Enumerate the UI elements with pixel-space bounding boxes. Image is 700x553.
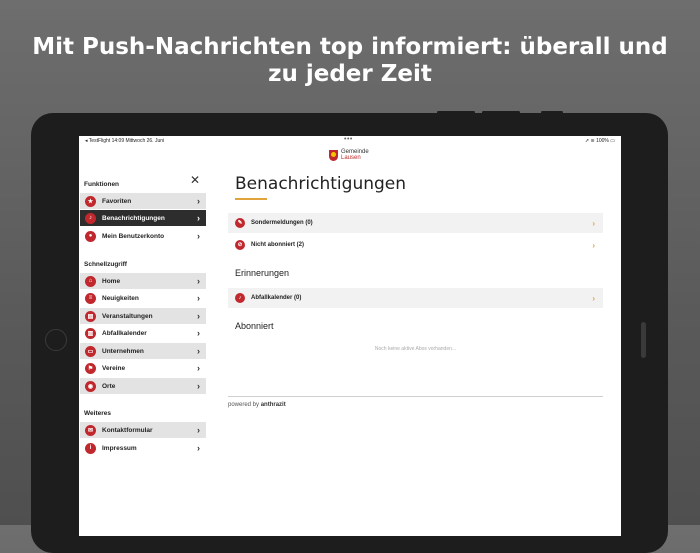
trash-icon: ▥ bbox=[85, 327, 96, 339]
sidebar-item-favoriten[interactable]: ★ Favoriten › bbox=[80, 193, 206, 209]
home-icon: ⌂ bbox=[85, 275, 96, 287]
sidebar-item-label: Neuigkeiten bbox=[102, 294, 139, 302]
chevron-right-icon: › bbox=[197, 425, 200, 435]
chevron-right-icon: › bbox=[197, 381, 200, 391]
mail-icon: ✉ bbox=[85, 424, 96, 436]
sidebar-item-home[interactable]: ⌂ Home › bbox=[80, 273, 206, 289]
user-icon: ● bbox=[85, 230, 96, 242]
sidebar-item-veranstaltungen[interactable]: ▤ Veranstaltungen › bbox=[80, 308, 206, 324]
sidebar-item-label: Benachrichtigungen bbox=[102, 214, 165, 222]
map-pin-icon: ◉ bbox=[85, 380, 96, 392]
home-button bbox=[45, 329, 67, 351]
sidebar-item-label: Veranstaltungen bbox=[102, 312, 153, 320]
sidebar-item-abfallkalender[interactable]: ▥ Abfallkalender › bbox=[80, 325, 206, 341]
row-label: Sondermeldungen (0) bbox=[251, 220, 313, 226]
device-top-button bbox=[541, 111, 563, 114]
notification-row-sondermeldungen[interactable]: ✎ Sondermeldungen (0) › bbox=[228, 213, 603, 233]
powered-prefix: powered by bbox=[228, 402, 260, 408]
side-button bbox=[641, 322, 646, 358]
sidebar-item-benachrichtigungen[interactable]: ♪ Benachrichtigungen › bbox=[80, 210, 206, 226]
row-label: Nicht abonniert (2) bbox=[251, 242, 305, 248]
info-icon: i bbox=[85, 442, 96, 454]
chevron-right-icon: › bbox=[197, 328, 200, 338]
sidebar-item-kontaktformular[interactable]: ✉ Kontaktformular › bbox=[80, 422, 206, 438]
chevron-right-icon: › bbox=[197, 311, 200, 321]
close-icon[interactable]: ✕ bbox=[190, 173, 201, 187]
sidebar-item-label: Home bbox=[102, 277, 121, 285]
row-label: Abfallkalender (0) bbox=[251, 295, 302, 301]
chevron-right-icon: › bbox=[592, 240, 595, 250]
title-underline bbox=[235, 198, 267, 200]
device-top-button bbox=[482, 111, 520, 114]
brand-line-2: Lausen bbox=[341, 155, 361, 161]
brand-logo[interactable]: Gemeinde Lausen bbox=[329, 149, 369, 161]
chevron-right-icon: › bbox=[197, 213, 200, 223]
sidebar-item-label: Vereine bbox=[102, 364, 126, 372]
chevron-right-icon: › bbox=[197, 443, 200, 453]
sidebar-item-label: Kontaktformular bbox=[102, 426, 153, 434]
app-screen: ◂ TestFlight 14:09 Mittwoch 26. Juni •••… bbox=[79, 136, 621, 536]
status-bar: ◂ TestFlight 14:09 Mittwoch 26. Juni •••… bbox=[79, 136, 621, 146]
calendar-icon: ▤ bbox=[85, 310, 96, 322]
page-title: Benachrichtigungen bbox=[235, 174, 407, 194]
sidebar-item-label: Mein Benutzerkonto bbox=[102, 232, 165, 240]
sidebar-item-label: Abfallkalender bbox=[102, 329, 147, 337]
building-icon: ▭ bbox=[85, 345, 96, 357]
chevron-right-icon: › bbox=[197, 363, 200, 373]
section-title-funktionen: Funktionen bbox=[84, 181, 120, 188]
bell-off-icon: ⊘ bbox=[235, 240, 245, 250]
chevron-right-icon: › bbox=[592, 218, 595, 228]
headline-line-1: Mit Push-Nachrichten top informiert: übe… bbox=[32, 34, 668, 60]
section-title-erinnerungen: Erinnerungen bbox=[235, 268, 290, 278]
chevron-right-icon: › bbox=[197, 293, 200, 303]
sidebar-item-impressum[interactable]: i Impressum › bbox=[80, 440, 206, 456]
powered-by[interactable]: powered by anthrazit bbox=[228, 402, 286, 408]
multitask-dots-icon[interactable]: ••• bbox=[344, 136, 353, 143]
brand-line-1: Gemeinde bbox=[341, 149, 369, 155]
notification-row-nicht-abonniert[interactable]: ⊘ Nicht abonniert (2) › bbox=[228, 235, 603, 255]
sidebar-item-label: Unternehmen bbox=[102, 347, 144, 355]
sidebar-item-orte[interactable]: ◉ Orte › bbox=[80, 378, 206, 394]
empty-state-text: Noch keine aktive Abos vorhanden... bbox=[374, 346, 457, 352]
device-top-button bbox=[437, 111, 475, 114]
divider bbox=[228, 396, 603, 397]
bell-icon: ♪ bbox=[85, 212, 96, 224]
megaphone-icon: ✎ bbox=[235, 218, 245, 228]
reminder-row-abfallkalender[interactable]: ♪ Abfallkalender (0) › bbox=[228, 288, 603, 308]
crest-icon bbox=[329, 149, 338, 161]
bell-icon: ♪ bbox=[235, 293, 245, 303]
sidebar-item-benutzerkonto[interactable]: ● Mein Benutzerkonto › bbox=[80, 228, 206, 244]
section-title-abonniert: Abonniert bbox=[235, 321, 274, 331]
chevron-right-icon: › bbox=[197, 276, 200, 286]
sidebar-item-label: Impressum bbox=[102, 444, 137, 452]
chevron-right-icon: › bbox=[592, 293, 595, 303]
chevron-right-icon: › bbox=[197, 346, 200, 356]
chevron-right-icon: › bbox=[197, 196, 200, 206]
star-icon: ★ bbox=[85, 195, 96, 207]
flag-icon: ⚑ bbox=[85, 362, 96, 374]
promo-headline: Mit Push-Nachrichten top informiert: übe… bbox=[0, 34, 700, 88]
news-icon: ≡ bbox=[85, 292, 96, 304]
sidebar-item-vereine[interactable]: ⚑ Vereine › bbox=[80, 360, 206, 376]
chevron-right-icon: › bbox=[197, 231, 200, 241]
powered-brand: anthrazit bbox=[260, 402, 286, 408]
sidebar-item-label: Favoriten bbox=[102, 197, 132, 205]
headline-line-2: zu jeder Zeit bbox=[268, 61, 432, 87]
sidebar-item-label: Orte bbox=[102, 382, 116, 390]
section-title-weiteres: Weiteres bbox=[84, 410, 111, 417]
status-left[interactable]: ◂ TestFlight 14:09 Mittwoch 26. Juni bbox=[85, 138, 165, 144]
sidebar-item-unternehmen[interactable]: ▭ Unternehmen › bbox=[80, 343, 206, 359]
sidebar-item-neuigkeiten[interactable]: ≡ Neuigkeiten › bbox=[80, 290, 206, 306]
section-title-schnellzugriff: Schnellzugriff bbox=[84, 261, 127, 268]
status-right: ➚ ≋ 100% ▭ bbox=[584, 138, 615, 144]
